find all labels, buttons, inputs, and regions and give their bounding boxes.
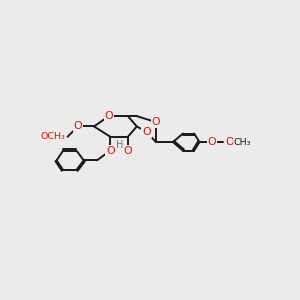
Text: OCH₃: OCH₃ xyxy=(40,132,65,141)
Text: O: O xyxy=(124,146,132,156)
Text: O: O xyxy=(152,117,160,127)
Text: CH₃: CH₃ xyxy=(234,137,251,146)
Text: O: O xyxy=(225,137,234,147)
Text: O: O xyxy=(142,127,151,137)
Text: O: O xyxy=(104,111,113,121)
Text: O: O xyxy=(106,146,115,156)
Text: O: O xyxy=(208,137,216,147)
Text: H: H xyxy=(116,140,123,150)
Text: O: O xyxy=(74,122,82,131)
